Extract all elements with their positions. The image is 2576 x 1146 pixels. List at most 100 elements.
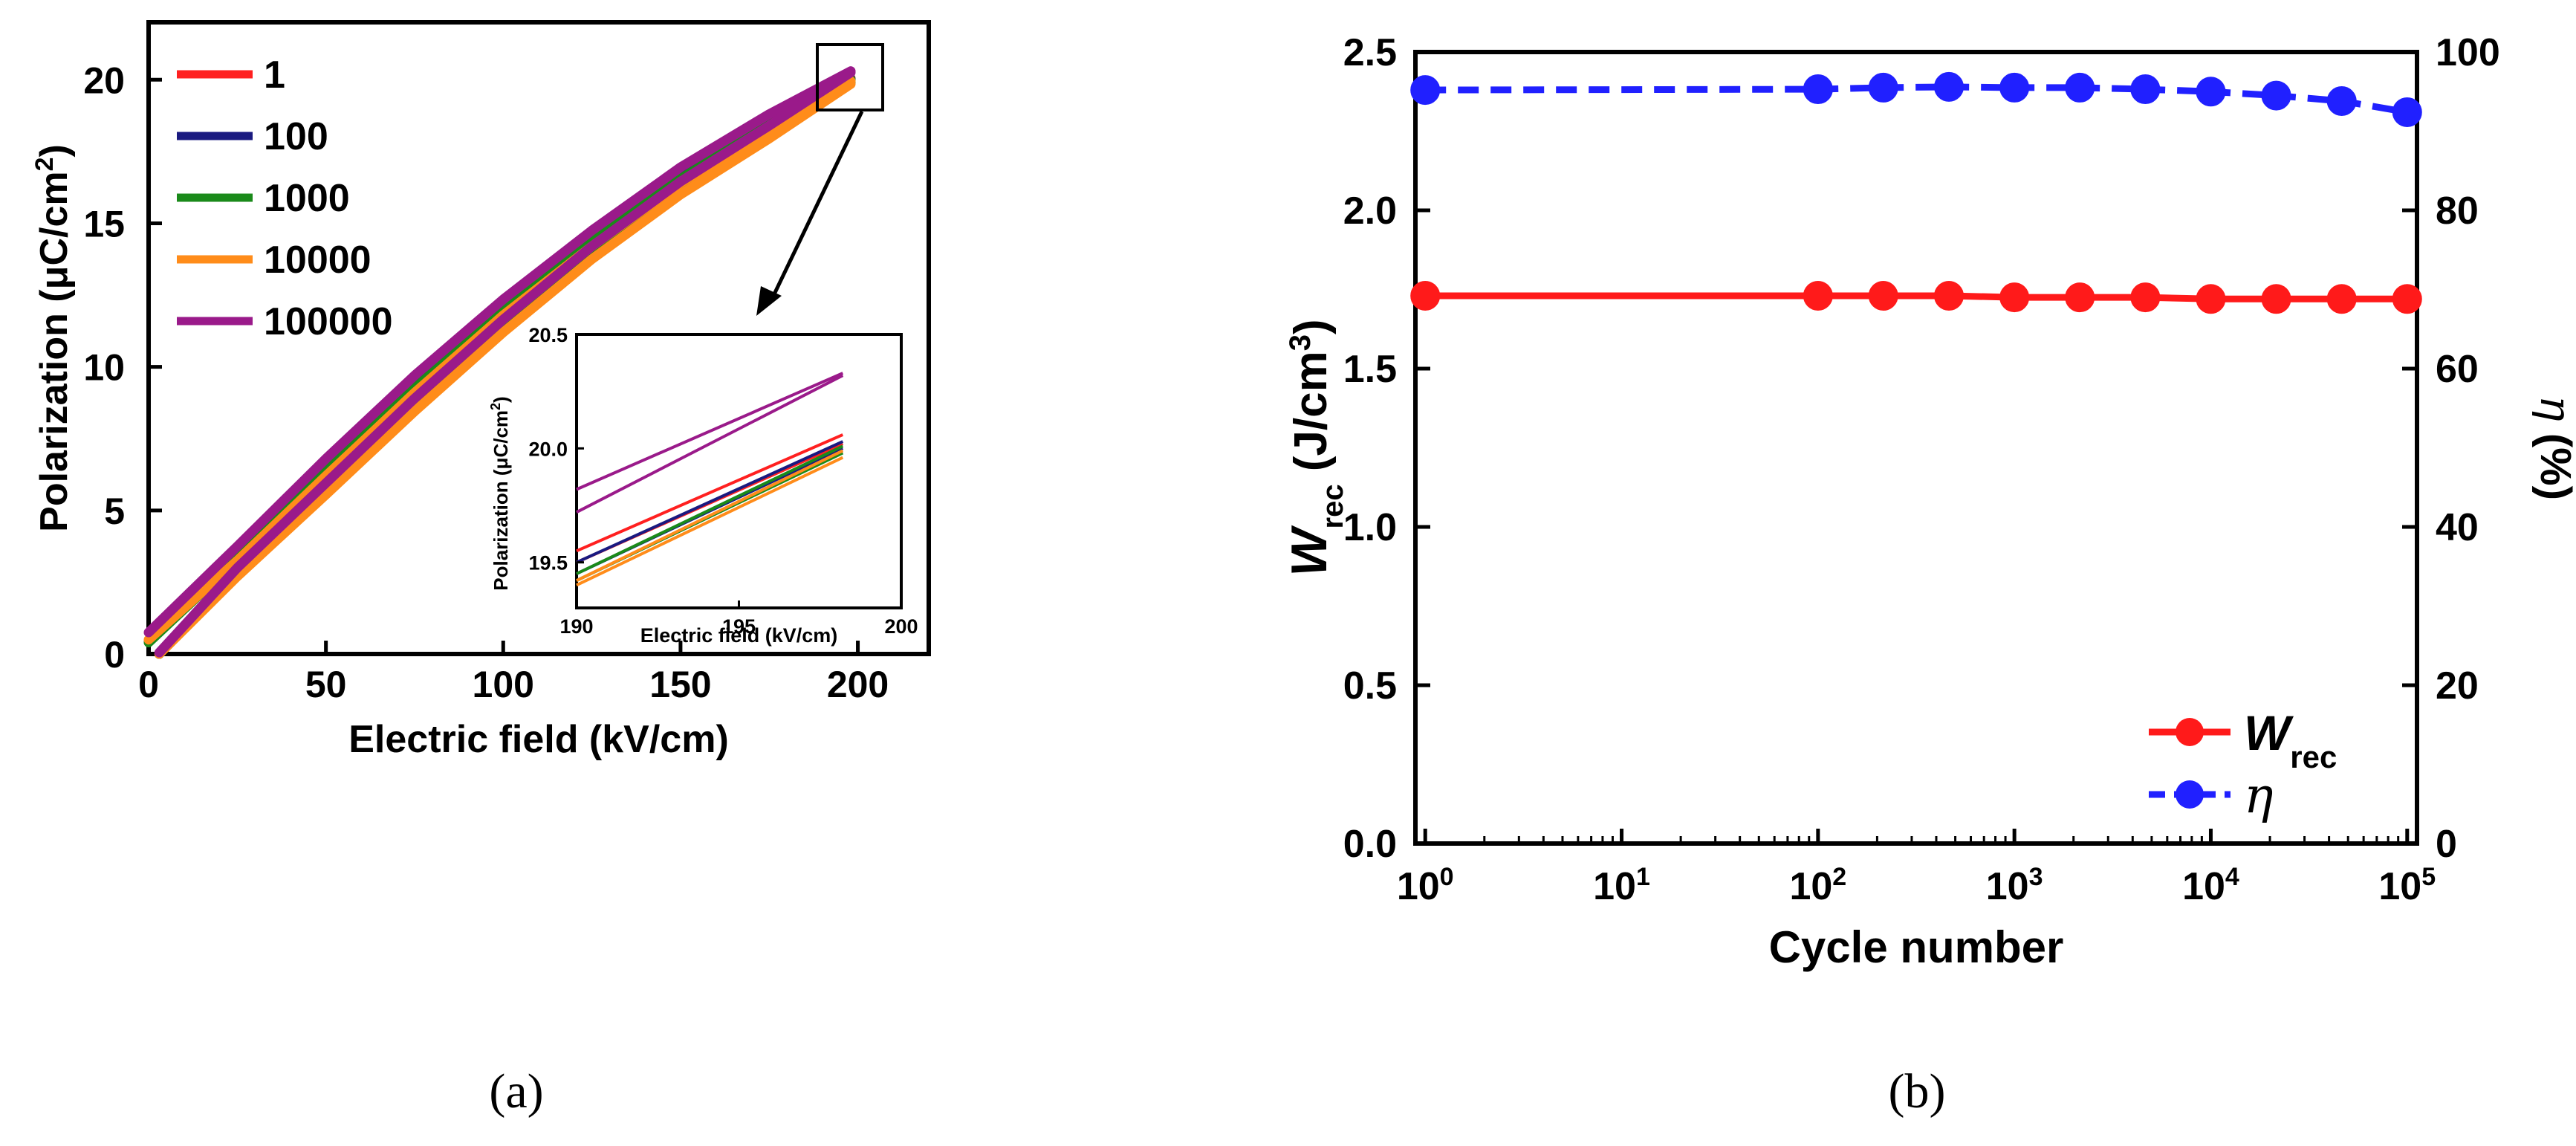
legend-label-wrec: Wrec <box>2244 705 2337 774</box>
y-label-unit: (J/cm <box>1285 351 1337 484</box>
y-left-tick-label-b: 2.5 <box>1343 31 1397 74</box>
inset-x-tick-label: 190 <box>559 615 593 638</box>
x-tick-label-a: 200 <box>827 664 889 705</box>
legend-label-100000: 100000 <box>264 300 393 343</box>
series-eta-point <box>2261 80 2291 111</box>
y-left-tick-label-b: 0.5 <box>1343 664 1397 708</box>
x-tick-base: 10 <box>2378 865 2421 908</box>
legend-eta: η <box>2244 767 2274 824</box>
y-right-tick-label-b: 0 <box>2436 823 2457 866</box>
inset-y-label-unit: C/cm <box>490 410 512 458</box>
series-wrec-point <box>1868 281 1898 311</box>
zoom-arrow <box>770 110 864 299</box>
inset-series-10000-lower <box>576 456 844 587</box>
series-wrec-point <box>2261 284 2291 314</box>
y-left-tick-label-b: 1.0 <box>1343 506 1397 549</box>
y-left-tick-label-b: 0.0 <box>1343 823 1397 866</box>
y-tick-label-a: 20 <box>83 59 125 101</box>
legend-rec-subscript: rec <box>2290 739 2337 774</box>
y-tick-label-a: 5 <box>104 491 125 532</box>
series-eta-point <box>1999 72 2030 103</box>
y-label-superscript: 2 <box>30 157 59 171</box>
series-eta-point <box>1803 74 1833 105</box>
inset-series-100-upper <box>576 440 844 564</box>
x-tick-exponent: 5 <box>2421 863 2436 891</box>
series-eta-point <box>2392 97 2422 127</box>
series-100000-lower-branch <box>154 68 856 658</box>
legend-marker-eta <box>2176 780 2204 809</box>
x-tick-label-a: 150 <box>649 664 711 705</box>
y-label-mu: μ <box>33 266 76 290</box>
series-wrec-point <box>2065 282 2095 313</box>
series-wrec-point <box>2326 284 2357 314</box>
y-left-tick-label-b: 1.5 <box>1343 348 1397 391</box>
inset-y-tick-label: 20.5 <box>528 324 568 346</box>
y-label-close: ) <box>1285 319 1337 334</box>
y-label-percent: (%) <box>2531 421 2576 500</box>
series-eta-point <box>1934 71 1965 102</box>
inset-series-1000-upper <box>576 444 844 575</box>
series-wrec-line <box>1425 292 2407 302</box>
inset-y-axis-label: Polarization (μC/cm2) <box>488 396 512 590</box>
inset-x-tick-label: 195 <box>722 615 756 638</box>
legend-label-1000: 1000 <box>264 177 350 220</box>
x-tick-label-b: 101 <box>1593 863 1650 908</box>
x-tick-label-a: 50 <box>305 664 347 705</box>
inset-y-label-mu: μ <box>490 458 512 470</box>
y-right-tick-label-b: 20 <box>2436 664 2479 708</box>
x-tick-label-b: 104 <box>2182 863 2239 908</box>
x-tick-label-b: 102 <box>1789 863 1846 908</box>
inset-series-100000-lower <box>576 374 844 514</box>
x-tick-label-b: 100 <box>1397 863 1454 908</box>
panel-a-hysteresis-chart: 0 50 100 150 200 0 5 10 15 20 Electric field (kV/c… <box>30 20 931 761</box>
series-eta-point <box>2130 74 2161 105</box>
series-wrec-point <box>1803 281 1833 311</box>
inset-x-axis-label: Electric field (kV/cm) <box>640 624 838 647</box>
y-label-cubed: 3 <box>1284 334 1317 351</box>
legend-label-10000: 10000 <box>264 239 372 282</box>
series-eta-point <box>2326 86 2357 117</box>
y-label-w: W <box>1281 525 1337 577</box>
series-wrec-point <box>1999 282 2030 313</box>
inset-y-label-superscript: 2 <box>488 403 503 410</box>
x-axis-label-b: Cycle number <box>1769 922 2064 972</box>
y-right-tick-label-b: 100 <box>2436 31 2500 74</box>
series-eta-point <box>2196 77 2226 107</box>
zoom-box <box>816 43 884 111</box>
x-tick-exponent: 3 <box>2029 863 2043 891</box>
series-wrec-point <box>2392 284 2422 314</box>
y-right-tick-label-b: 40 <box>2436 506 2479 549</box>
legend-w: W <box>2244 705 2294 760</box>
inset-y-tick-label: 20.0 <box>528 438 568 460</box>
series-wrec-point <box>2196 284 2226 314</box>
y-axis-label-a: Polarization (μC/cm2) <box>30 144 76 532</box>
x-tick-base: 10 <box>2182 865 2225 908</box>
y-tick-label-a: 10 <box>83 347 125 389</box>
x-tick-label-b: 105 <box>2378 863 2436 908</box>
y-left-tick-label-b: 2.0 <box>1343 190 1397 233</box>
y-tick-label-a: 0 <box>104 634 125 676</box>
x-tick-base: 10 <box>1593 865 1636 908</box>
inset-frame <box>575 333 903 609</box>
series-wrec-point <box>2130 282 2161 313</box>
x-tick-base: 10 <box>1986 865 2029 908</box>
y-label-close: ) <box>33 144 76 157</box>
x-tick-exponent: 1 <box>1636 863 1650 891</box>
series-eta-point <box>1410 75 1441 106</box>
x-tick-base: 10 <box>1789 865 1832 908</box>
inset-y-label-close: ) <box>490 396 512 403</box>
series-eta-point <box>2065 72 2095 103</box>
zoom-arrow-head <box>756 286 782 316</box>
legend-label-1: 1 <box>264 54 285 97</box>
inset-series-100000-upper <box>576 372 844 491</box>
y-label-eta: η <box>2531 395 2576 421</box>
x-tick-label-a: 0 <box>138 664 159 705</box>
caption-b: (b) <box>1889 1064 1946 1119</box>
series-10000-lower-branch <box>154 79 856 659</box>
y-label-rec-subscript: rec <box>1317 484 1349 528</box>
y-label-unit: C/cm <box>33 171 76 265</box>
y-label-text: Polarization ( <box>33 289 76 532</box>
inset-y-tick-label: 19.5 <box>528 552 568 574</box>
plot-frame-a <box>146 20 931 656</box>
legend-label-eta: η <box>2244 767 2274 824</box>
